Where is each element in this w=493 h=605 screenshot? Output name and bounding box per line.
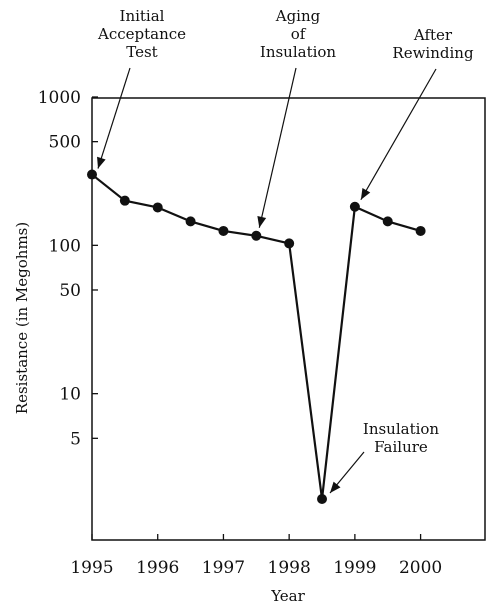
- annotation-text: Failure: [374, 438, 428, 456]
- y-tick-label: 1000: [38, 88, 81, 108]
- x-axis-ticks: 1995 1996 1997 1998 1999 2000: [70, 534, 442, 578]
- data-point: [87, 169, 97, 180]
- arrowhead: [257, 216, 267, 228]
- annotation-text: Insulation: [363, 420, 440, 438]
- arrowhead: [330, 481, 341, 493]
- y-tick-label: 50: [59, 281, 81, 301]
- annotation-text: Aging: [275, 7, 321, 25]
- data-point: [349, 201, 360, 212]
- x-tick-label: 1999: [333, 558, 376, 578]
- annotation-text: After: [413, 26, 453, 44]
- arrowhead: [360, 187, 371, 200]
- x-tick-label: 1995: [70, 558, 113, 578]
- y-tick-label: 10: [59, 385, 81, 405]
- x-tick-label: 1996: [136, 558, 179, 578]
- x-tick-label: 1997: [202, 558, 245, 578]
- data-point: [415, 225, 426, 236]
- y-axis-title: Resistance (in Megohms): [13, 222, 31, 414]
- x-axis-title: Year: [270, 587, 305, 605]
- data-point: [152, 202, 163, 213]
- data-point: [251, 230, 262, 241]
- annotation-arrow: [258, 67, 297, 228]
- annotation-arrow: [360, 68, 437, 201]
- series-line: [91, 173, 421, 501]
- annotation-text: Test: [126, 43, 157, 61]
- x-tick-label: 2000: [399, 558, 442, 578]
- annotations: InitialAcceptanceTestAgingofInsulationAf…: [97, 7, 474, 494]
- data-point: [119, 195, 130, 206]
- annotation-text: of: [291, 25, 307, 43]
- arrowhead: [97, 156, 106, 169]
- y-tick-label: 5: [70, 429, 81, 449]
- series-group: [87, 169, 426, 504]
- data-point: [317, 493, 328, 504]
- plot-frame: [91, 97, 486, 541]
- x-tick-label: 1998: [268, 558, 311, 578]
- data-point: [218, 225, 229, 236]
- y-tick-label: 100: [49, 236, 81, 256]
- annotation-text: Rewinding: [392, 44, 474, 62]
- y-tick-label: 500: [49, 133, 81, 153]
- data-point: [185, 216, 196, 227]
- annotation-text: Acceptance: [97, 25, 186, 43]
- annotation-arrow: [97, 67, 131, 169]
- data-point: [382, 216, 393, 227]
- y-axis-ticks: 1000 500 100 50 10 5: [38, 88, 98, 449]
- annotation-text: Initial: [120, 7, 165, 25]
- annotation-text: Insulation: [260, 43, 337, 61]
- data-point: [284, 238, 295, 249]
